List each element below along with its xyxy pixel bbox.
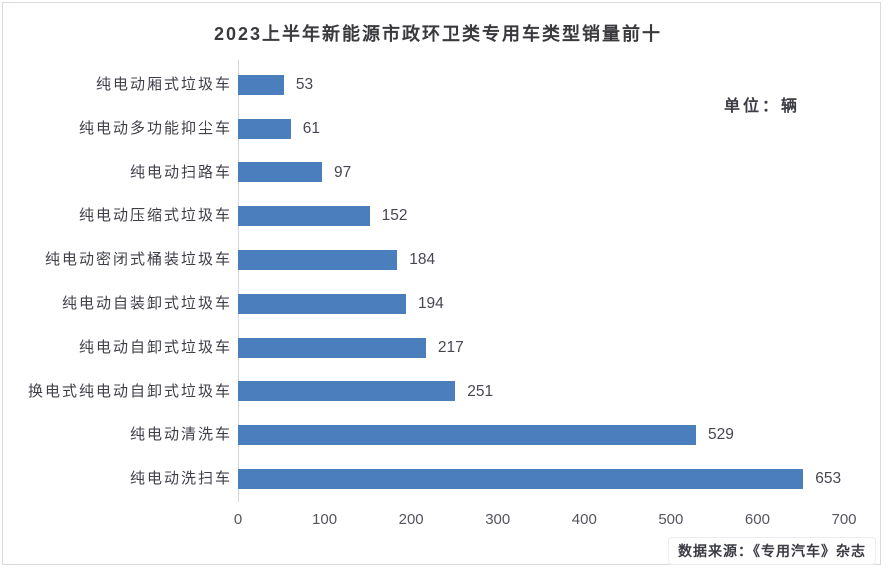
x-axis-tick: 700 xyxy=(831,511,857,528)
bar xyxy=(238,206,370,227)
bar-row: 纯电动自卸式垃圾车 217 xyxy=(0,326,888,370)
bar xyxy=(238,293,406,314)
bar xyxy=(238,162,322,183)
bar xyxy=(238,337,426,358)
category-label: 纯电动密闭式桶装垃圾车 xyxy=(44,251,232,269)
value-label: 217 xyxy=(437,338,464,356)
bar xyxy=(238,469,804,490)
value-label: 152 xyxy=(381,207,408,225)
value-label: 251 xyxy=(467,382,494,400)
x-axis-tick: 500 xyxy=(658,511,684,528)
data-source-label: 数据来源：《专用汽车》杂志 xyxy=(668,537,876,565)
bar xyxy=(238,381,456,402)
y-axis-line xyxy=(238,60,239,502)
category-label: 纯电动自装卸式垃圾车 xyxy=(61,294,232,312)
x-axis-tick-labels: 0 100 200 300 400 500 600 700 xyxy=(234,511,857,531)
bar-row: 纯电动扫路车 97 xyxy=(0,151,888,195)
bar-row: 纯电动自装卸式垃圾车 194 xyxy=(0,282,888,326)
x-axis-tick: 300 xyxy=(485,511,511,528)
category-label: 纯电动扫路车 xyxy=(129,163,232,181)
bar xyxy=(238,74,284,95)
category-label: 纯电动压缩式垃圾车 xyxy=(78,207,232,225)
category-label: 纯电动清洗车 xyxy=(129,426,232,444)
bar-row: 纯电动密闭式桶装垃圾车 184 xyxy=(0,238,888,282)
x-axis-tick: 100 xyxy=(312,511,338,528)
bar-row: 换电式纯电动自卸式垃圾车 251 xyxy=(0,370,888,414)
bar xyxy=(238,250,398,271)
category-label: 换电式纯电动自卸式垃圾车 xyxy=(27,382,232,400)
x-axis-tick: 0 xyxy=(233,511,243,528)
bar-rows-container: 纯电动厢式垃圾车 53 纯电动多功能抑尘车 61 纯电动扫路车 97 纯电动压缩式垃圾车 15… xyxy=(0,63,888,501)
bar-row: 纯电动洗扫车 653 xyxy=(0,457,888,501)
bar-row: 纯电动清洗车 529 xyxy=(0,413,888,457)
value-label: 184 xyxy=(409,251,436,269)
value-label: 53 xyxy=(295,76,314,93)
category-label: 纯电动厢式垃圾车 xyxy=(95,76,232,93)
x-axis-tick: 400 xyxy=(571,511,597,528)
bar-row: 纯电动多功能抑尘车 61 xyxy=(0,107,888,151)
x-axis-tick: 600 xyxy=(744,511,770,528)
bar xyxy=(238,425,696,446)
bar xyxy=(238,118,291,139)
bar-row: 纯电动厢式垃圾车 53 xyxy=(0,63,888,107)
value-label: 61 xyxy=(302,119,321,137)
category-label: 纯电动洗扫车 xyxy=(129,470,232,488)
x-axis-tick: 200 xyxy=(398,511,424,528)
bar-row: 纯电动压缩式垃圾车 152 xyxy=(0,194,888,238)
value-label: 653 xyxy=(815,470,842,488)
category-label: 纯电动自卸式垃圾车 xyxy=(78,338,232,356)
category-label: 纯电动多功能抑尘车 xyxy=(78,119,232,137)
value-label: 529 xyxy=(707,426,734,444)
value-label: 97 xyxy=(333,163,352,181)
unit-label: 单位：辆 xyxy=(723,98,800,115)
value-label: 194 xyxy=(417,294,444,312)
chart-title: 2023上半年新能源市政环卫类专用车类型销量前十 xyxy=(213,24,663,44)
